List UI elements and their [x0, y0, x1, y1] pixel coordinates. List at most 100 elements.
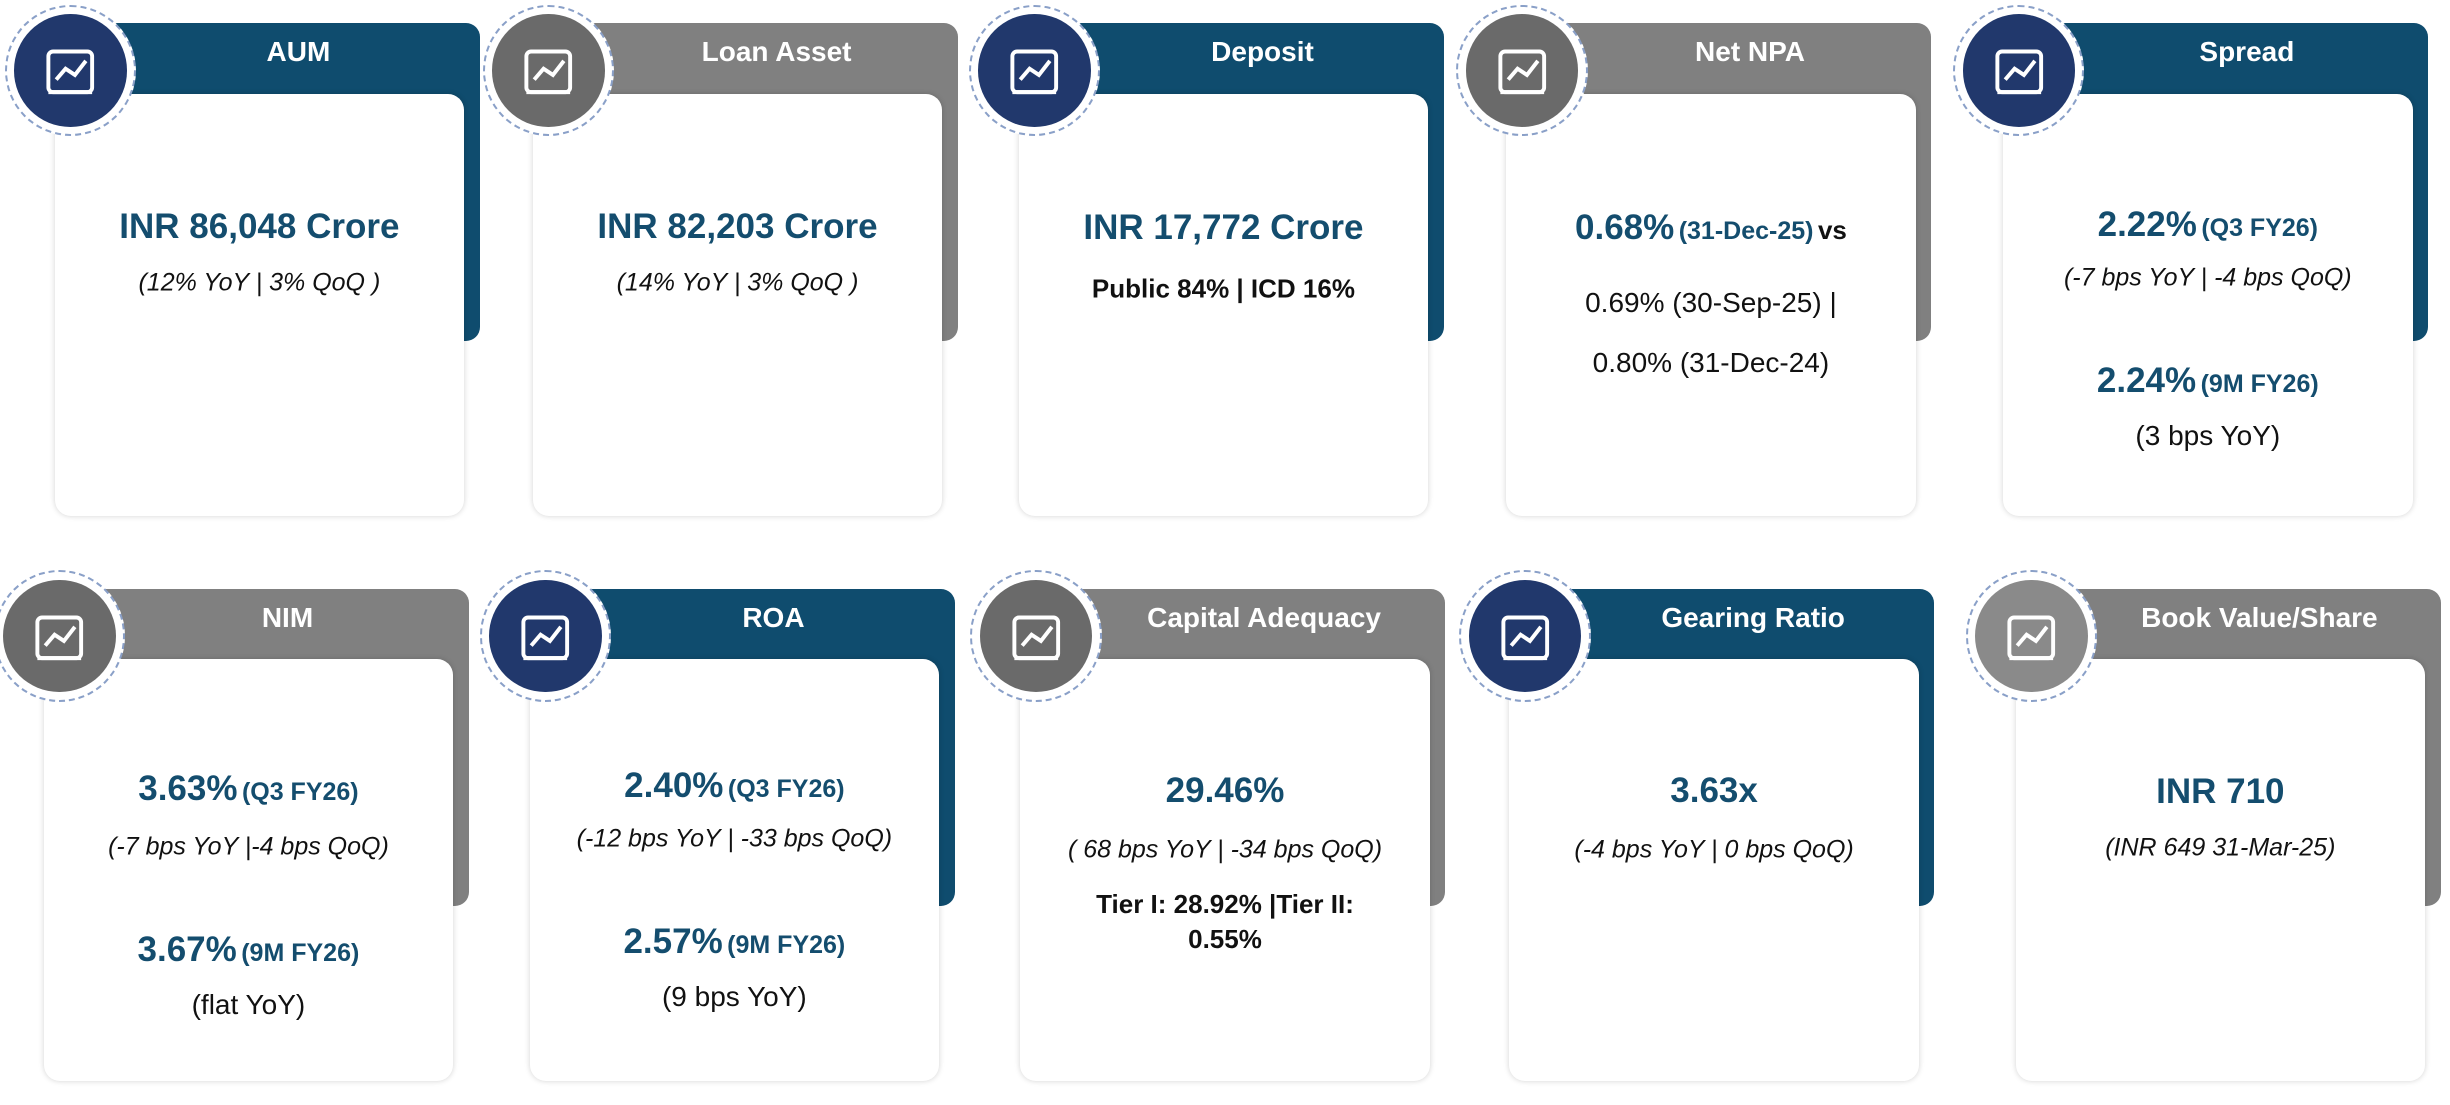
card-line: (3 bps YoY): [2003, 420, 2412, 452]
icon-glyph: [1010, 49, 1059, 95]
card-title: AUM: [266, 35, 331, 67]
kpi-card: Net NPA 0.68% (31-Dec-25) vs 0.69% (30-Sep…: [1456, 4, 1959, 539]
icon: [1962, 14, 2075, 127]
card-title: Book Value/Share: [2141, 601, 2378, 633]
card-line: (INR 649 31-Mar-25): [2016, 834, 2425, 863]
metric-text: Public 84% | ICD 16%: [1091, 273, 1355, 304]
card-line: 3.63% (Q3 FY26): [44, 769, 453, 809]
card-line: 3.63x: [1509, 771, 1918, 811]
kpi-card: Book Value/Share INR 710 (INR 649 31-Mar-2…: [1965, 570, 2450, 1105]
metric-text: 2.24%: [2096, 361, 2197, 401]
icon-glyph: [46, 49, 95, 95]
card-body: INR 17,772 Crore Public 84% | ICD 16%: [1018, 93, 1429, 516]
card-line: 2.57% (9M FY26): [530, 922, 939, 962]
metric-text: (-7 bps YoY | -4 bps QoQ): [2063, 263, 2352, 292]
icon: [489, 579, 602, 693]
metric-text: 2.57%: [623, 922, 723, 962]
card-line: 29.46%: [1020, 771, 1429, 811]
card-line: (14% YoY | 3% QoQ ): [533, 268, 942, 297]
metric-text: INR 86,048 Crore: [119, 206, 400, 246]
metric-text: Tier I: 28.92% |Tier II: 0.55%: [1096, 888, 1354, 954]
icon: [492, 14, 605, 127]
card-line: 3.67% (9M FY26): [44, 930, 453, 970]
kpi-card: AUM INR 86,048 Crore (12% YoY | 3% QoQ ): [4, 4, 508, 539]
card-body: 2.40% (Q3 FY26) (-12 bps YoY | -33 bps Qo…: [529, 659, 940, 1082]
icon-glyph: [35, 615, 84, 660]
card-line: 0.68% (31-Dec-25) vs: [1506, 208, 1915, 248]
card-body: 3.63% (Q3 FY26) (-7 bps YoY |-4 bps QoQ) 3…: [43, 659, 454, 1082]
icon: [14, 14, 127, 127]
kpi-card: ROA 2.40% (Q3 FY26) (-12 bps YoY | -33 bps…: [479, 570, 983, 1105]
icon: [1465, 14, 1579, 127]
card-line: INR 710: [2016, 772, 2425, 812]
card-title: Loan Asset: [701, 35, 852, 67]
card-title: Deposit: [1211, 35, 1314, 67]
card-title: Capital Adequacy: [1147, 601, 1382, 633]
metric-text: 2.40%: [624, 765, 724, 805]
card-body: 0.68% (31-Dec-25) vs 0.69% (30-Sep-25) | 0…: [1506, 93, 1916, 516]
card-title: ROA: [742, 601, 805, 633]
metric-text: 0.80% (31-Dec-24): [1592, 346, 1830, 378]
card-line: INR 86,048 Crore: [55, 207, 464, 247]
metric-text: (-4 bps YoY | 0 bps QoQ): [1574, 835, 1854, 864]
card-line: (flat YoY): [44, 989, 453, 1021]
metric-text: (INR 649 31-Mar-25): [2105, 833, 2336, 862]
icon-glyph: [1498, 49, 1546, 95]
kpi-card: NIM 3.63% (Q3 FY26) (-7 bps YoY |-4 bps Qo…: [0, 570, 497, 1105]
card-line: (-12 bps YoY | -33 bps QoQ): [530, 825, 939, 854]
card-line: 0.69% (30-Sep-25) |: [1506, 287, 1915, 319]
metric-text: 2.22%: [2097, 205, 2197, 244]
metric-text: (-7 bps YoY |-4 bps QoQ): [108, 832, 389, 861]
card-line: (-7 bps YoY | -4 bps QoQ): [2003, 264, 2412, 293]
card-line: INR 17,772 Crore: [1019, 208, 1428, 248]
icon: [1468, 579, 1582, 693]
card-line: (-7 bps YoY |-4 bps QoQ): [44, 832, 453, 861]
icon: [3, 579, 116, 693]
card-line: 2.22% (Q3 FY26): [2003, 205, 2412, 245]
metric-text: (14% YoY | 3% QoQ ): [616, 268, 859, 297]
metric-text: (9M FY26): [727, 931, 846, 960]
card-body: INR 86,048 Crore (12% YoY | 3% QoQ ): [54, 93, 465, 516]
icon-glyph: [1012, 615, 1060, 660]
card-body: 3.63x (-4 bps YoY | 0 bps QoQ): [1509, 659, 1919, 1082]
card-line: (-4 bps YoY | 0 bps QoQ): [1509, 836, 1918, 865]
metric-text: (9M FY26): [2200, 370, 2319, 399]
metric-text: 3.63%: [138, 769, 238, 809]
metric-text: ( 68 bps YoY | -34 bps QoQ): [1067, 835, 1383, 864]
card-line: 2.40% (Q3 FY26): [530, 766, 939, 806]
metric-text: 3.67%: [137, 930, 237, 969]
card-body: INR 710 (INR 649 31-Mar-25): [2015, 659, 2425, 1082]
metric-text: INR 82,203 Crore: [597, 206, 878, 246]
kpi-card: Spread 2.22% (Q3 FY26) (-7 bps YoY | -4 bp…: [1953, 4, 2450, 539]
card-line: 0.80% (31-Dec-24): [1506, 347, 1915, 379]
kpi-card: Gearing Ratio 3.63x (-4 bps YoY | 0 bps Qo…: [1459, 570, 1962, 1105]
metric-text: (9M FY26): [241, 939, 360, 967]
card-body: INR 82,203 Crore (14% YoY | 3% QoQ ): [532, 93, 943, 516]
icon-glyph: [1994, 49, 2043, 95]
metric-text: (12% YoY | 3% QoQ ): [138, 268, 381, 297]
card-line: (9 bps YoY): [530, 981, 939, 1013]
metric-text: (Q3 FY26): [727, 774, 845, 803]
metric-text: (9 bps YoY): [661, 980, 807, 1012]
card-title: Spread: [2199, 35, 2295, 67]
card-title: Net NPA: [1695, 35, 1805, 67]
metric-text: vs: [1817, 215, 1847, 246]
card-title: NIM: [261, 601, 314, 633]
icon-glyph: [2007, 615, 2056, 660]
icon-glyph: [524, 49, 573, 95]
icon-glyph: [521, 615, 570, 660]
card-body: 29.46% ( 68 bps YoY | -34 bps QoQ) Tier I:…: [1020, 659, 1430, 1082]
icon: [1975, 579, 2088, 693]
card-body: 2.22% (Q3 FY26) (-7 bps YoY | -4 bps QoQ)…: [2003, 93, 2413, 516]
card-line: ( 68 bps YoY | -34 bps QoQ): [1020, 836, 1429, 865]
metric-text: (Q3 FY26): [241, 778, 359, 807]
metric-text: 0.68%: [1575, 208, 1675, 248]
card-title: Gearing Ratio: [1661, 601, 1845, 633]
metric-text: 29.46%: [1165, 770, 1285, 810]
card-line: (12% YoY | 3% QoQ ): [55, 268, 464, 297]
icon: [979, 579, 1093, 693]
metric-text: 3.63x: [1670, 770, 1758, 810]
metric-text: INR 17,772 Crore: [1083, 208, 1364, 248]
metric-text: (Q3 FY26): [2201, 214, 2319, 242]
metric-text: (31-Dec-25): [1678, 217, 1814, 246]
